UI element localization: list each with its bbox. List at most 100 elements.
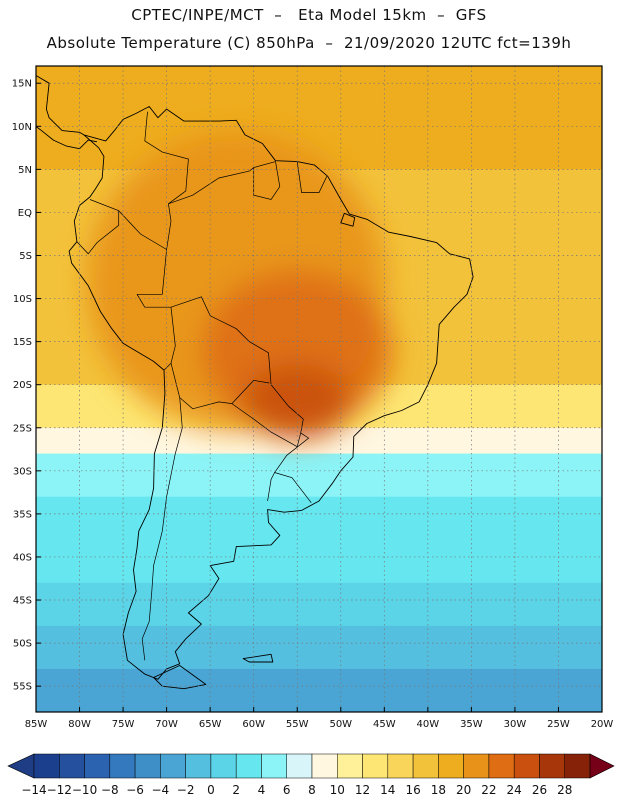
colorbar-swatch [311, 753, 338, 779]
colorbar-label: 28 [557, 783, 572, 797]
temperature-band [36, 668, 602, 712]
lon-tick-label: 35W [460, 719, 483, 730]
paraguay-argentina-border [231, 403, 302, 448]
colorbar-swatch [134, 753, 161, 779]
lon-tick-label: 45W [373, 719, 396, 730]
colorbar-label: −6 [126, 783, 144, 797]
colorbar-swatch [33, 753, 60, 779]
lon-tick-label: 20W [591, 719, 614, 730]
colorbar-label: −2 [177, 783, 195, 797]
colorbar-label: 22 [481, 783, 496, 797]
ecuador-peru-border [76, 210, 120, 255]
brazil-border-north [137, 161, 276, 295]
falkland-islands [242, 653, 274, 663]
colorbar-label: 24 [507, 783, 522, 797]
central-america-coastline [36, 75, 85, 136]
temperature-field [36, 66, 602, 712]
colorbar-swatch [109, 753, 136, 779]
andes-border [141, 397, 183, 661]
colorbar-swatch [84, 753, 111, 779]
lat-tick-label: 10S [13, 294, 32, 305]
guianas-borders [253, 161, 281, 200]
lat-tick-label: EQ [18, 208, 32, 219]
lon-tick-label: 60W [242, 719, 265, 730]
lon-tick-label: 40W [417, 719, 440, 730]
colorbar-swatch [513, 753, 540, 779]
lon-tick-label: 50W [329, 719, 352, 730]
temperature-band [36, 66, 602, 128]
colorbar-swatch [387, 753, 414, 779]
tierra-del-fuego [153, 665, 207, 690]
colorbar-label: 10 [330, 783, 345, 797]
temperature-band [36, 453, 602, 498]
colorbar-swatch [59, 753, 85, 779]
lon-tick-label: 70W [155, 719, 178, 730]
peru-bolivia-chile-border [163, 307, 176, 371]
lat-tick-label: 5S [19, 251, 32, 262]
colorbar-label: 6 [283, 783, 291, 797]
colorbar-label: −14 [21, 783, 46, 797]
colorbar-swatch [438, 753, 464, 779]
colorbar-swatch [185, 753, 212, 779]
colorbar: −14 −12 −10 −8 −6 −4 −2 0 2 4 6 8 10 12 14 16 18 20 22 24 26… [7, 753, 615, 797]
colombia-venezuela-border [144, 111, 189, 205]
colorbar-label: 26 [532, 783, 547, 797]
colorbar-under-triangle [7, 753, 35, 779]
colorbar-swatch [539, 753, 565, 779]
colorbar-label: 4 [258, 783, 266, 797]
lon-tick-label: 80W [68, 719, 91, 730]
colorbar-label: 8 [308, 783, 316, 797]
lon-tick-label: 85W [25, 719, 48, 730]
uruguay-border [267, 472, 275, 502]
colorbar-label: −4 [152, 783, 170, 797]
temperature-band [36, 582, 602, 627]
latitude-labels: 15N 10N 5N EQ 5S 10S 15S 20S 25S 30S 35S 40S 45S 50S 5… [12, 79, 41, 693]
colorbar-label: 14 [380, 783, 395, 797]
colorbar-label: −12 [47, 783, 72, 797]
temperature-band [36, 496, 602, 541]
lat-tick-label: 50S [13, 639, 32, 650]
lat-tick-label: 5N [18, 165, 32, 176]
colorbar-swatch [463, 753, 490, 779]
lat-tick-label: 10N [12, 122, 32, 133]
central-america-pacific-coast [36, 125, 98, 150]
south-america-coastline [68, 106, 474, 680]
lon-tick-label: 55W [286, 719, 309, 730]
marajo-island [340, 212, 356, 227]
longitude-labels: 85W 80W 75W 70W 65W 60W 55W 50W 45W 40W 35W 30W 25W 2… [25, 707, 614, 730]
lat-tick-label: 20S [13, 380, 32, 391]
temperature-band [36, 539, 602, 584]
colorbar-swatch [362, 753, 389, 779]
colorbar-swatch [337, 753, 363, 779]
lat-tick-label: 15N [12, 79, 32, 90]
colorbar-swatch [488, 753, 515, 779]
colorbar-label: −8 [101, 783, 119, 797]
warm-core-paraguay-core [242, 363, 353, 440]
map-frame [35, 65, 603, 713]
lon-tick-label: 25W [547, 719, 570, 730]
temperature-band [36, 625, 602, 670]
lat-tick-label: 55S [13, 682, 32, 693]
colombia-ecuador-peru-border [89, 199, 167, 250]
colorbar-swatch [412, 753, 439, 779]
colorbar-swatch [286, 753, 313, 779]
lat-tick-label: 25S [13, 423, 32, 434]
lat-tick-label: 35S [13, 509, 32, 520]
lon-tick-label: 75W [112, 719, 135, 730]
colorbar-label: 20 [456, 783, 471, 797]
colorbar-label: 0 [207, 783, 215, 797]
colorbar-label: 2 [232, 783, 240, 797]
coastline-outline [36, 75, 474, 690]
chart-subtitle: Absolute Temperature (C) 850hPa – 21/09/… [46, 34, 572, 52]
colorbar-label: −10 [72, 783, 97, 797]
colorbar-swatch [160, 753, 186, 779]
lat-tick-label: 40S [13, 552, 32, 563]
colorbar-swatch [261, 753, 287, 779]
lon-tick-label: 65W [199, 719, 222, 730]
colorbar-label: 18 [431, 783, 446, 797]
lon-tick-label: 30W [504, 719, 527, 730]
colorbar-swatch [564, 753, 591, 779]
lat-tick-label: 15S [13, 337, 32, 348]
colorbar-label: 12 [355, 783, 370, 797]
